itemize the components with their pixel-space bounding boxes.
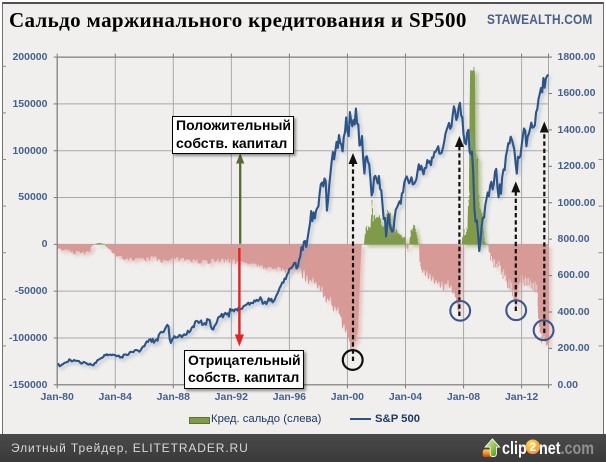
svg-text:2: 2 xyxy=(529,440,536,454)
